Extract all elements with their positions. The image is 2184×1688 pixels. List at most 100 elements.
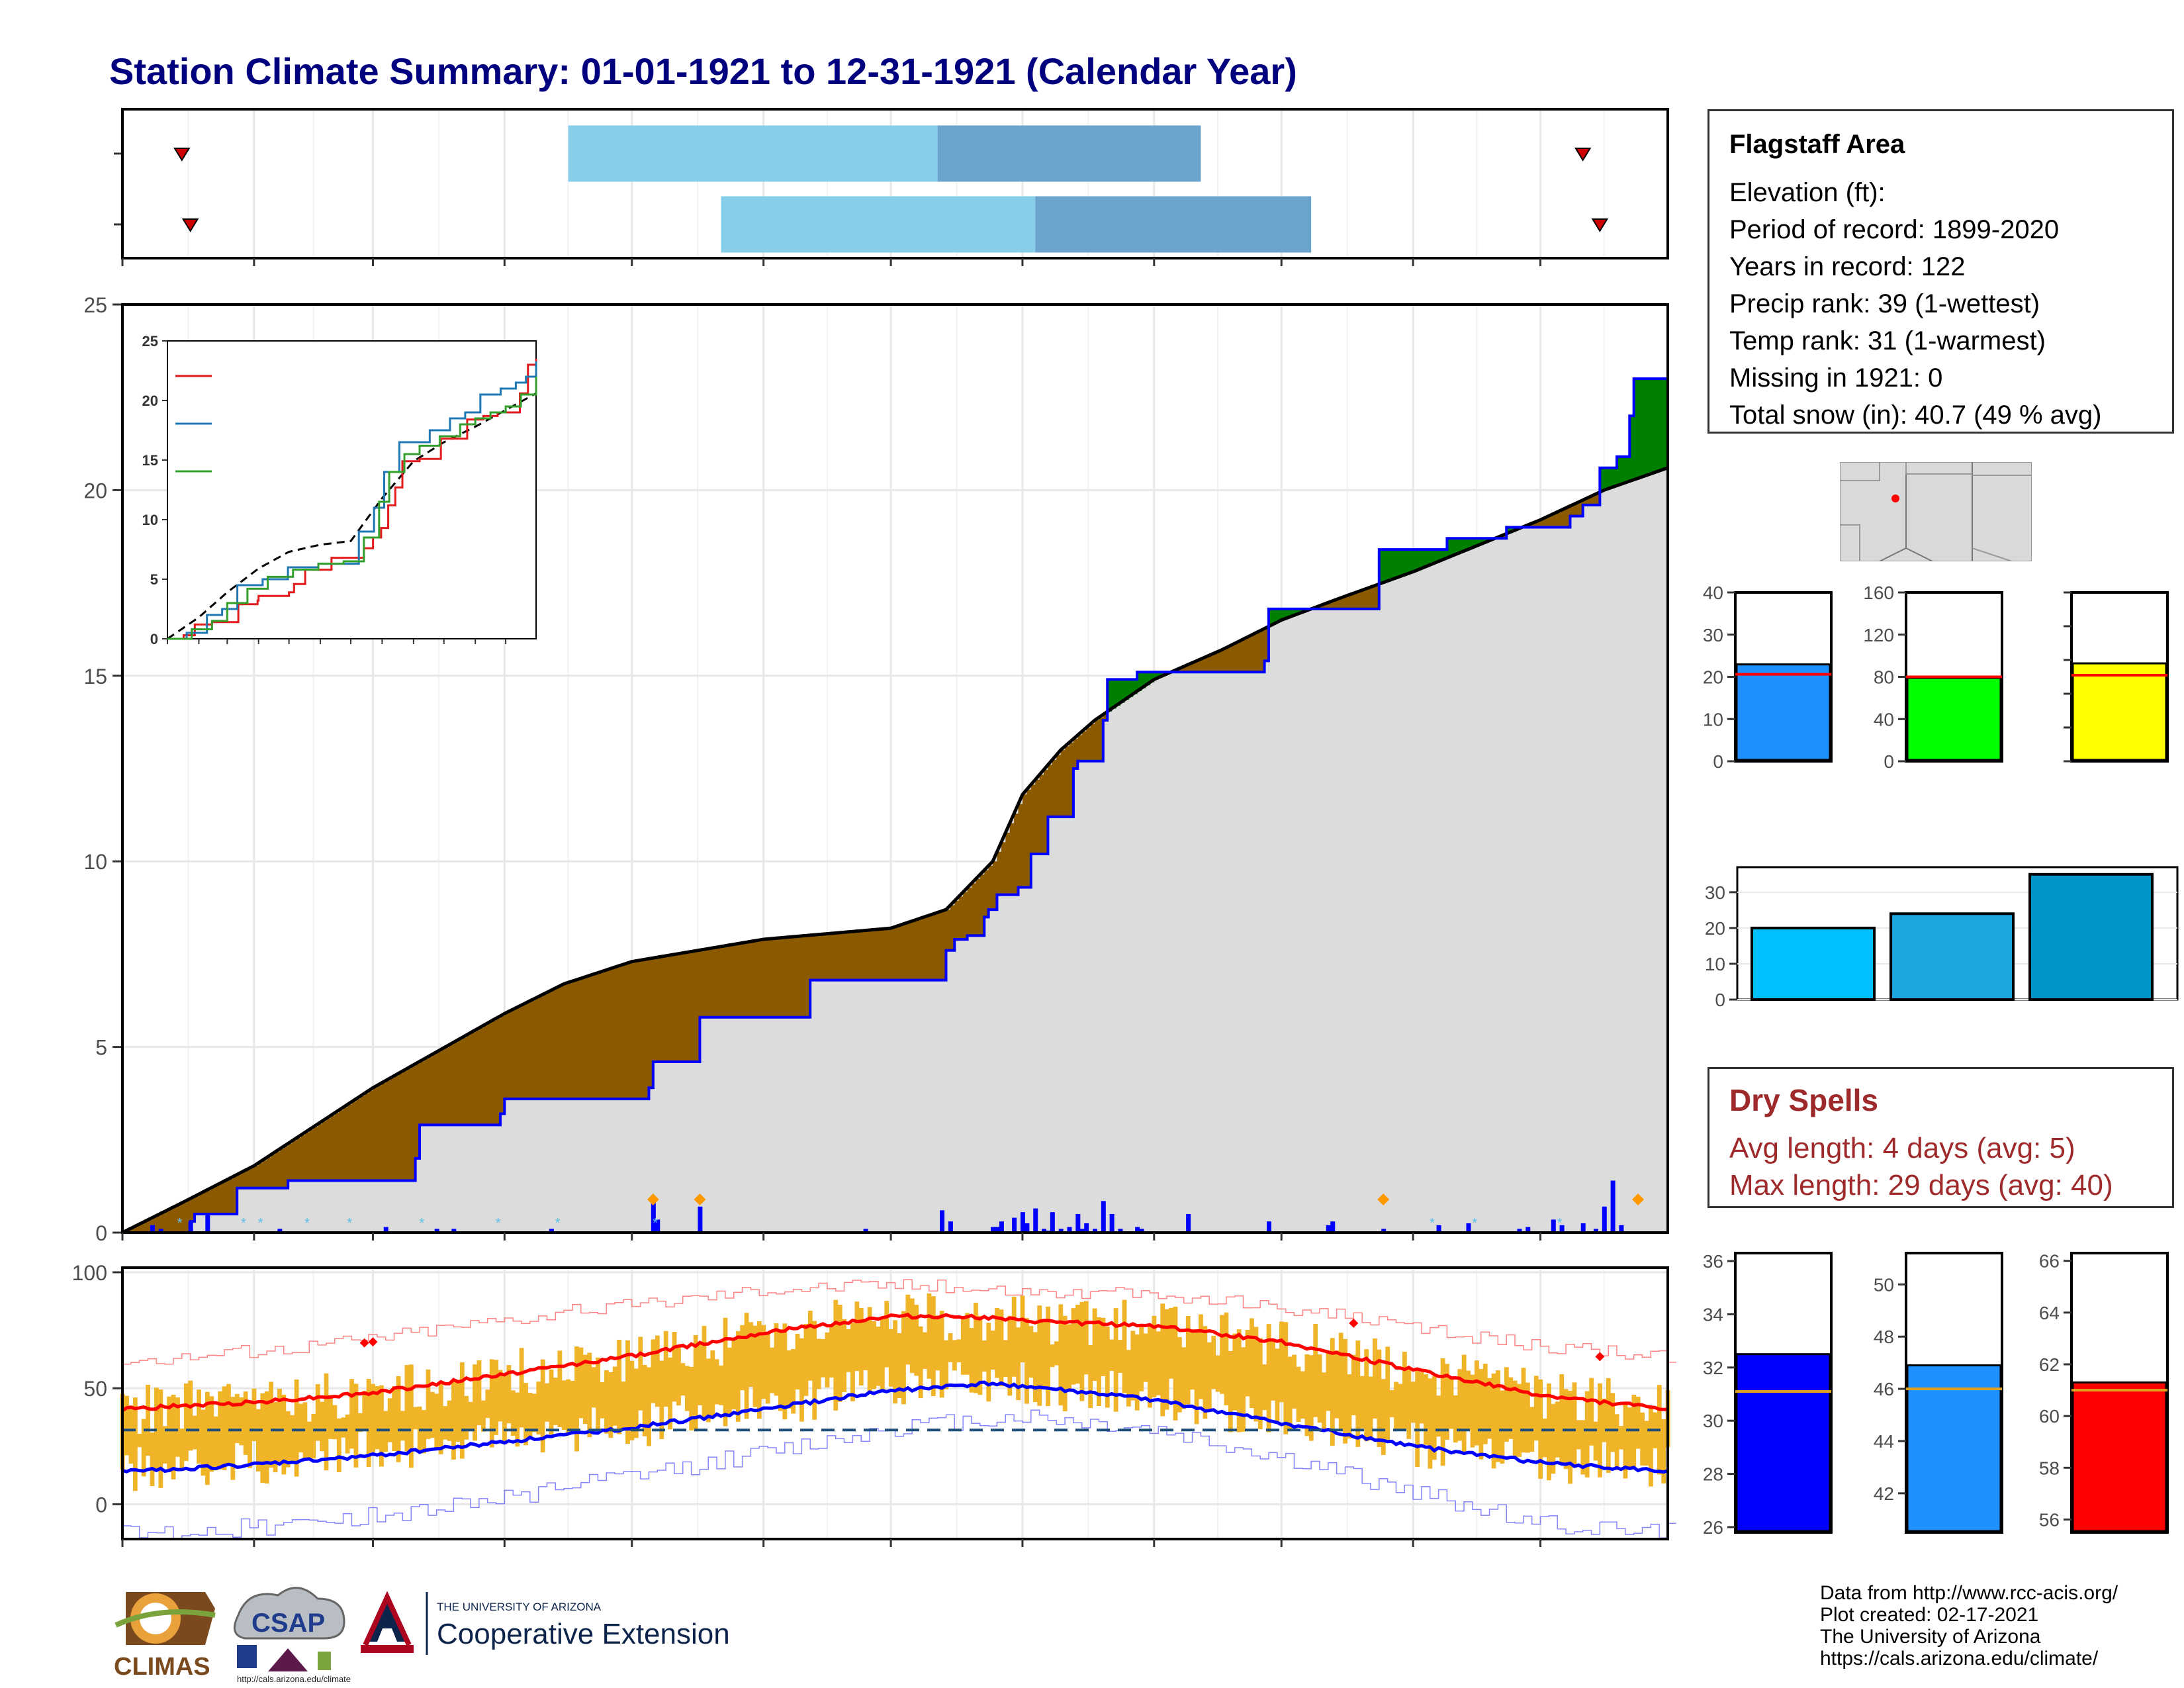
daily-temp-bar [510,1390,516,1436]
daily-temp-bar [1262,1364,1267,1411]
daily-temp-bar [710,1350,715,1416]
daily-temp-bar [515,1392,520,1447]
daily-temp-bar [888,1329,893,1387]
daily-precip-bar [1101,1201,1106,1233]
daily-temp-bar [1126,1350,1131,1407]
precip-deficit-band [449,1045,454,1125]
timing-q50-q75-bar [937,125,1201,182]
precip-deficit-band [831,933,837,980]
daily-temp-bar [248,1401,252,1468]
big-event-marker [1377,1194,1390,1205]
daily-temp-bar [846,1329,851,1372]
daily-temp-bar [570,1380,575,1433]
daily-temp-bar [1606,1378,1611,1473]
t-min-bar [1735,1353,1831,1532]
intensity-bar [2071,662,2167,761]
rain-days-y-tick-label: 80 [1874,667,1894,688]
precip-deficit-band [568,982,573,1100]
precip-surplus-band [1430,549,1435,565]
dry-spells-max: Max length: 29 days (avg: 40) [1729,1169,2113,1201]
precip-deficit-band [1196,661,1201,673]
last-event-marker [1574,148,1592,162]
daily-precip-bar [1619,1225,1624,1233]
precip-deficit-band [1336,599,1342,609]
precip-deficit-band [160,1213,165,1233]
snow-day-mark: * [258,1216,263,1231]
precip-deficit-band [1366,588,1371,609]
precip-surplus-band [1132,679,1138,694]
precip-deficit-band [1264,628,1269,661]
precip-deficit-band [848,931,853,980]
daily-temp-bar [774,1323,779,1396]
precip-surplus-band [1128,679,1134,697]
precip-deficit-band [1370,586,1375,609]
daily-temp-bar [1143,1333,1148,1382]
daily-temp-bar [1338,1333,1343,1431]
precip-deficit-band [772,938,777,1017]
daily-temp-bar [1649,1407,1653,1487]
daily-temp-bar [137,1433,142,1448]
precip-deficit-band [1205,657,1210,673]
daily-temp-bar [239,1397,244,1446]
daily-temp-bar [617,1339,622,1434]
precip-deficit-band [152,1217,157,1233]
daily-temp-bar [1024,1318,1029,1404]
inset-y-tick-label: 10 [142,512,158,528]
daily-temp-bar [557,1350,563,1427]
daily-temp-bar [1479,1369,1484,1460]
daily-temp-bar [175,1397,180,1457]
daily-temp-bar [1292,1354,1297,1409]
precip-deficit-band [1595,494,1600,505]
daily-temp-bar [651,1339,656,1403]
daily-temp-bar [995,1308,999,1378]
precip-deficit-band [475,1030,480,1125]
summary-bar-charts: 0 10 20 30 40 0 40 80 120 160 0 10 20 30 26 28 30 32 34 36 4… [1703,583,2179,1538]
precip-deficit-band [432,1054,437,1125]
daily-temp-bar [786,1350,792,1409]
precip-deficit-band [886,928,891,980]
daily-temp-bar [447,1400,452,1441]
precip-surplus-band [1625,456,1630,483]
precip-deficit-band [891,928,896,980]
precip-surplus-band [1472,538,1477,548]
daily-temp-bar [655,1335,660,1407]
precip-deficit-band [649,959,654,1088]
daily-temp-bar [905,1294,911,1365]
daily-temp-bar [986,1323,991,1402]
precip-deficit-band [402,1070,408,1181]
daily-temp-bar [1635,1396,1641,1449]
daily-temp-bar [1457,1369,1463,1441]
daily-temp-bar [1101,1317,1106,1376]
precip-deficit-band [135,1226,140,1233]
precip-deficit-band [543,994,548,1100]
daily-temp-bar [1538,1379,1543,1479]
daily-precip-bar [1436,1225,1441,1233]
daily-temp-bar [455,1381,461,1442]
daily-temp-bar [328,1395,333,1439]
daily-temp-bar [1211,1336,1216,1389]
daily-temp-bar [1644,1421,1649,1466]
precip-deficit-band [1570,506,1575,516]
first-event-marker [173,148,191,162]
precip-surplus-band [1443,549,1448,560]
daily-temp-bar [345,1414,350,1454]
daily-temp-bar [1470,1374,1475,1448]
t-max-y-tick-label: 56 [2039,1509,2060,1530]
precip-surplus-band [1659,379,1664,471]
precip-surplus-band [1426,549,1431,567]
precip-deficit-band [971,883,976,936]
inset-series-line [167,359,537,640]
daily-temp-bar [647,1367,651,1446]
t-max-y-tick-label: 62 [2039,1354,2060,1375]
precip-surplus-band [1646,379,1651,475]
precip-deficit-band [1328,602,1333,609]
big-event-marker [1632,1194,1645,1205]
precip-deficit-band [589,975,594,1100]
daily-temp-bar [1122,1299,1127,1393]
daily-temp-bar [1580,1420,1586,1475]
precip-deficit-band [580,978,586,1100]
credit-url: https://cals.arizona.edu/climate/ [1820,1648,2099,1669]
precip-deficit-band [508,1011,514,1100]
precip-deficit-band [279,1149,285,1188]
daily-temp-bar [1559,1374,1565,1464]
